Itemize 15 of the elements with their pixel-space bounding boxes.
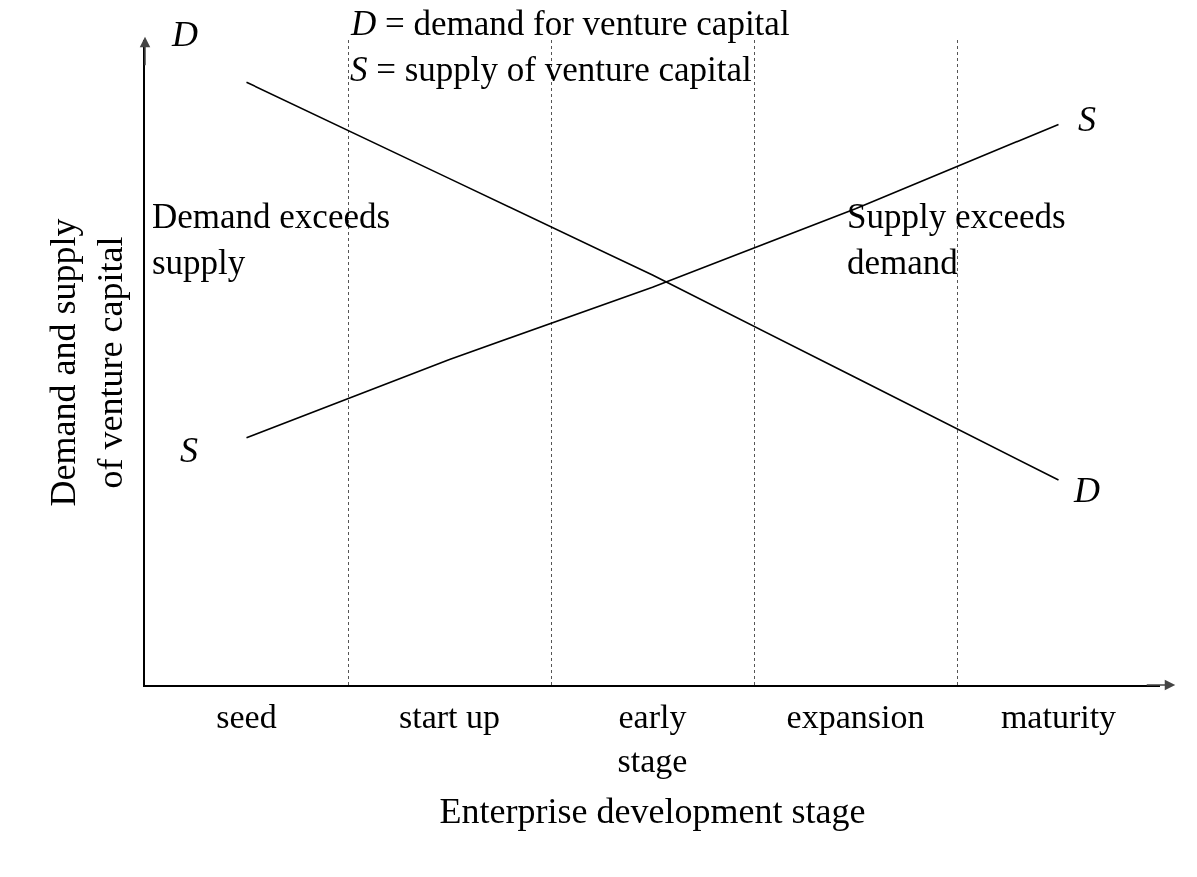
x-axis-title: Enterprise development stage	[439, 790, 866, 831]
text: S	[180, 430, 198, 470]
text: D	[172, 14, 198, 54]
annotation: S = supply of venture capital	[350, 50, 752, 89]
annotation: Demand exceeds supply	[152, 197, 391, 282]
series-label: D	[1073, 470, 1100, 510]
y-axis-title: Demand and supply of venture capital	[42, 218, 130, 507]
series-label: S	[1078, 99, 1096, 139]
text: D = demand for venture capital	[350, 4, 790, 43]
x-tick-label: start up	[398, 697, 501, 735]
x-tick-label: seed	[216, 697, 277, 735]
x-tick-label: expansion	[786, 697, 925, 735]
x-tick-label: early stage	[617, 697, 688, 779]
x-tick-label: maturity	[1000, 697, 1117, 735]
annotation: Supply exceeds demand	[847, 197, 1066, 282]
